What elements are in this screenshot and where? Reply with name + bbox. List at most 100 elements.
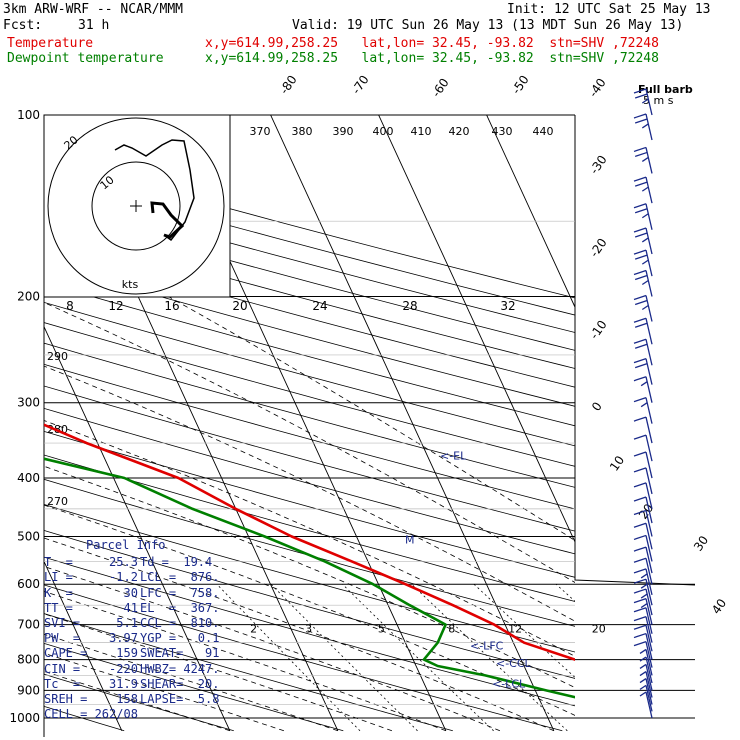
wind-barb-flag	[633, 616, 647, 622]
pressure-label: 800	[17, 653, 40, 667]
moist-adiabat-line	[44, 590, 447, 732]
wind-barb-flag	[633, 176, 647, 182]
wind-barb-flag	[639, 691, 647, 697]
dry-adiabat-line	[44, 584, 563, 732]
isotherm-label: -60	[429, 76, 452, 100]
wind-barb-flag	[640, 603, 648, 609]
theta-label: 370	[250, 125, 271, 138]
wind-barb-staff	[645, 467, 653, 495]
pressure-label: 600	[17, 577, 40, 591]
valid-time: Valid: 19 UTC Sun 26 May 13 (13 MDT Sun …	[292, 18, 684, 33]
dry-adiabat-line	[44, 342, 575, 488]
pressure-label: 200	[17, 290, 40, 304]
wind-barb-flag	[633, 249, 647, 255]
moist-adiabat-line	[44, 537, 555, 732]
plot-right-border	[574, 115, 696, 586]
wind-barb-flag	[634, 299, 648, 306]
wind-barb-flag	[639, 671, 647, 677]
parcel-info-value: CAPE = 159	[44, 646, 138, 661]
wind-barb-flag	[633, 482, 647, 488]
wind-barb-staff	[645, 656, 653, 684]
hodograph-ring-outer	[47, 117, 225, 295]
pressure-label: 100	[17, 108, 40, 122]
wind-barb-flag	[634, 181, 648, 187]
wind-barb-staff	[645, 579, 653, 606]
wind-barb-flag	[640, 593, 648, 599]
wind-barb-staff	[645, 607, 653, 634]
parcel-info-row: SREH = 158 LAPSE= 5.8	[44, 692, 234, 707]
wind-barb-staff	[645, 295, 653, 322]
hodograph-ring-inner	[91, 161, 181, 251]
wind-barb-staff	[645, 416, 653, 444]
parcel-info-value: Tc = 31.9	[44, 676, 138, 691]
isotherm-line	[690, 87, 740, 730]
theta-label: 440	[533, 125, 554, 138]
parcel-info-value: SHEAR= 20.	[140, 676, 220, 691]
isotherm-line	[270, 115, 555, 731]
parcel-info-value: CCL = 810.	[140, 616, 220, 631]
wind-barb-staff	[645, 685, 653, 712]
wind-barb-flag	[641, 259, 649, 265]
parcel-info-value: CELL = 262/08	[44, 707, 138, 722]
wind-barb-flag	[641, 237, 649, 243]
wind-barb-staff	[645, 318, 653, 345]
wind-barb-staff	[645, 598, 653, 625]
wind-barb-flag	[634, 274, 648, 281]
dry-adiabat-line	[44, 244, 575, 388]
moist-adiabat-line	[44, 229, 575, 541]
wind-barb-flag	[634, 208, 648, 214]
mixing-ratio-label: 2	[250, 622, 257, 635]
isotherm-line	[0, 87, 14, 730]
dry-adiabat-line	[44, 529, 575, 679]
wind-barb-flag	[640, 573, 648, 579]
wind-barb-flag	[633, 358, 647, 364]
wind-barb-flag	[641, 279, 649, 286]
moist-adiabat-line	[44, 465, 575, 689]
wind-barb-flag	[633, 146, 647, 153]
isotherm-line	[486, 115, 575, 309]
wind-barb-staff	[645, 678, 653, 705]
parcel-info-row: LI = -1.2 LCL = 876.	[44, 570, 234, 585]
isotherm-line	[44, 325, 231, 731]
dry-adiabat-line	[44, 504, 575, 653]
wind-barb-flag	[633, 338, 647, 344]
wind-barb-flag	[633, 88, 647, 94]
wind-barb-staff	[645, 376, 653, 403]
wind-barb-staff	[645, 147, 653, 174]
wind-barb-staff	[645, 176, 653, 204]
wind-barb-staff	[645, 451, 653, 479]
parcel-info-row: CAPE = 159 SWEAT= 91	[44, 646, 234, 661]
wind-barb-staff	[645, 664, 653, 691]
wind-barb-flag	[633, 203, 647, 209]
barb-legend-line1: Full barb	[638, 83, 693, 96]
wind-barb-staff	[645, 482, 653, 510]
wind-barb-flag	[633, 269, 647, 276]
wind-barb-flag	[633, 294, 647, 301]
dry-adiabat-line	[44, 673, 234, 732]
moist-adiabat-line	[44, 566, 501, 732]
wind-barb-flag	[641, 304, 649, 311]
wind-barb-staff	[645, 434, 653, 462]
theta-label: 410	[411, 125, 432, 138]
parcel-info-value: K = 30	[44, 585, 138, 600]
isotherm-label: 30	[691, 533, 711, 554]
isotherm-label: -30	[587, 153, 610, 177]
wind-barb-flag	[633, 632, 647, 639]
level-annotation: <-LCL	[492, 677, 526, 690]
wind-barb-flag	[640, 583, 648, 589]
parcel-info-row: PW = 3.97 YGP = 0.1	[44, 631, 234, 646]
wind-barb-staff	[645, 523, 653, 550]
isotherm-line	[378, 115, 575, 543]
wind-barb-staff	[645, 358, 653, 385]
wind-barb-flag	[633, 624, 647, 630]
isotherm-label: -20	[587, 236, 610, 260]
wind-barb-staff	[645, 203, 653, 230]
parcel-info-value: LCL = 876.	[140, 570, 220, 585]
dry-adiabat-line	[44, 478, 575, 627]
wind-barb-flag	[634, 93, 648, 99]
wind-barb-staff	[645, 568, 653, 596]
moist-adiabat-line	[44, 365, 575, 622]
dry-adiabat-label: 270	[47, 495, 68, 508]
wind-barb-flag	[641, 98, 649, 104]
